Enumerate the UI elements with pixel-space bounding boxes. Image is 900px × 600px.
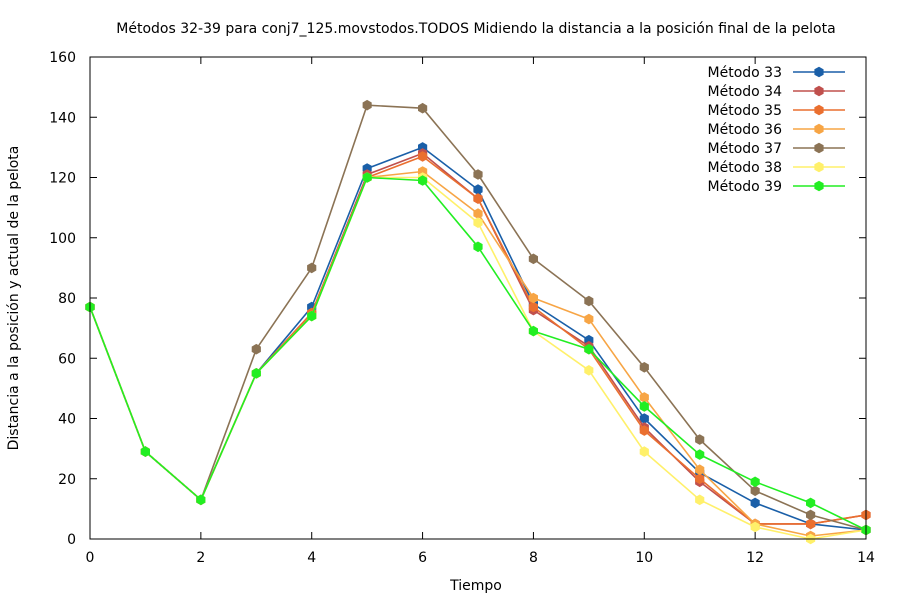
legend-swatch-marker: [814, 142, 824, 154]
legend-item: Método 38: [708, 160, 845, 176]
data-point: [251, 368, 261, 379]
data-point: [307, 262, 317, 274]
legend-label: Método 37: [708, 141, 782, 157]
data-point: [140, 446, 150, 457]
y-tick-label: 0: [67, 532, 76, 548]
legend: Método 33 Método 34 Método 35 Método 36 Méto…: [708, 65, 845, 195]
data-point: [639, 392, 649, 403]
legend-swatch-marker: [814, 180, 824, 192]
data-point: [584, 295, 594, 307]
data-point: [806, 518, 816, 530]
data-point: [251, 343, 261, 355]
legend-item: Método 33: [708, 65, 845, 81]
x-tick-label: 8: [529, 550, 538, 566]
data-point: [528, 301, 538, 313]
data-point: [473, 217, 483, 228]
data-point: [639, 425, 649, 436]
data-point: [750, 521, 760, 533]
legend-label: Método 33: [708, 65, 782, 81]
data-point: [806, 509, 816, 521]
legend-item: Método 39: [708, 179, 845, 195]
legend-swatch-marker: [814, 85, 824, 97]
y-tick-label: 80: [58, 291, 76, 307]
data-point: [418, 102, 428, 114]
y-tick-label: 40: [58, 412, 76, 428]
data-point: [362, 99, 372, 111]
data-point: [473, 208, 483, 219]
legend-swatch-marker: [814, 123, 824, 135]
data-point: [473, 193, 483, 204]
data-point: [695, 464, 705, 475]
data-point: [695, 449, 705, 460]
legend-label: Método 34: [708, 84, 783, 100]
y-tick-label: 160: [49, 50, 76, 66]
legend-item: Método 34: [708, 84, 845, 100]
data-point: [418, 175, 428, 186]
legend-swatch-marker: [814, 161, 824, 173]
data-point: [473, 169, 483, 180]
y-tick-label: 140: [49, 110, 76, 126]
plot-series: [85, 99, 871, 545]
data-point: [196, 494, 206, 506]
x-tick-label: 6: [418, 550, 427, 566]
series-7: [85, 172, 871, 536]
y-tick-label: 120: [49, 171, 76, 187]
chart-title: Métodos 32-39 para conj7_125.movstodos.T…: [116, 21, 835, 37]
data-point: [584, 365, 594, 376]
data-point: [418, 151, 428, 162]
legend-label: Método 36: [708, 122, 783, 138]
legend-swatch-marker: [814, 104, 824, 116]
y-tick-label: 20: [58, 472, 76, 488]
legend-swatch-marker: [814, 66, 824, 78]
data-point: [639, 413, 649, 424]
y-tick-label: 60: [58, 351, 76, 367]
data-point: [639, 401, 649, 412]
data-point: [473, 241, 483, 253]
series-line: [89, 146, 867, 531]
data-point: [584, 343, 594, 355]
legend-item: Método 37: [708, 141, 845, 157]
data-point: [473, 184, 483, 195]
data-point: [584, 313, 594, 325]
x-tick-label: 2: [196, 550, 205, 566]
y-axis-label: Distancia a la posición y actual de la p…: [6, 146, 22, 451]
x-tick-label: 14: [857, 550, 875, 566]
data-point: [307, 310, 317, 322]
data-point: [695, 434, 705, 445]
x-tick-label: 12: [746, 550, 764, 566]
x-tick-label: 0: [86, 550, 95, 566]
data-point: [528, 253, 538, 265]
data-point: [639, 446, 649, 457]
y-tick-label: 100: [49, 231, 76, 247]
series-2: [85, 148, 871, 530]
legend-item: Método 36: [708, 122, 845, 138]
legend-label: Método 35: [708, 103, 782, 119]
data-point: [639, 362, 649, 373]
data-point: [750, 485, 760, 497]
series-line: [89, 176, 867, 531]
legend-item: Método 35: [708, 103, 845, 119]
legend-label: Método 39: [708, 179, 782, 195]
data-point: [528, 325, 538, 337]
y-axis: 0 20 40 60 80 100 120 140 160: [49, 50, 866, 548]
data-point: [806, 497, 816, 509]
data-point: [528, 292, 538, 304]
series-3: [85, 151, 871, 530]
data-point: [695, 494, 705, 506]
data-point: [362, 172, 372, 183]
data-point: [750, 497, 760, 509]
x-tick-label: 10: [635, 550, 653, 566]
x-tick-label: 4: [307, 550, 316, 566]
x-axis: 0 2 4 6 8 10 12 14: [86, 57, 875, 566]
data-point: [695, 473, 705, 485]
x-axis-label: Tiempo: [449, 578, 502, 594]
legend-label: Método 38: [708, 160, 782, 176]
data-point: [750, 476, 760, 488]
